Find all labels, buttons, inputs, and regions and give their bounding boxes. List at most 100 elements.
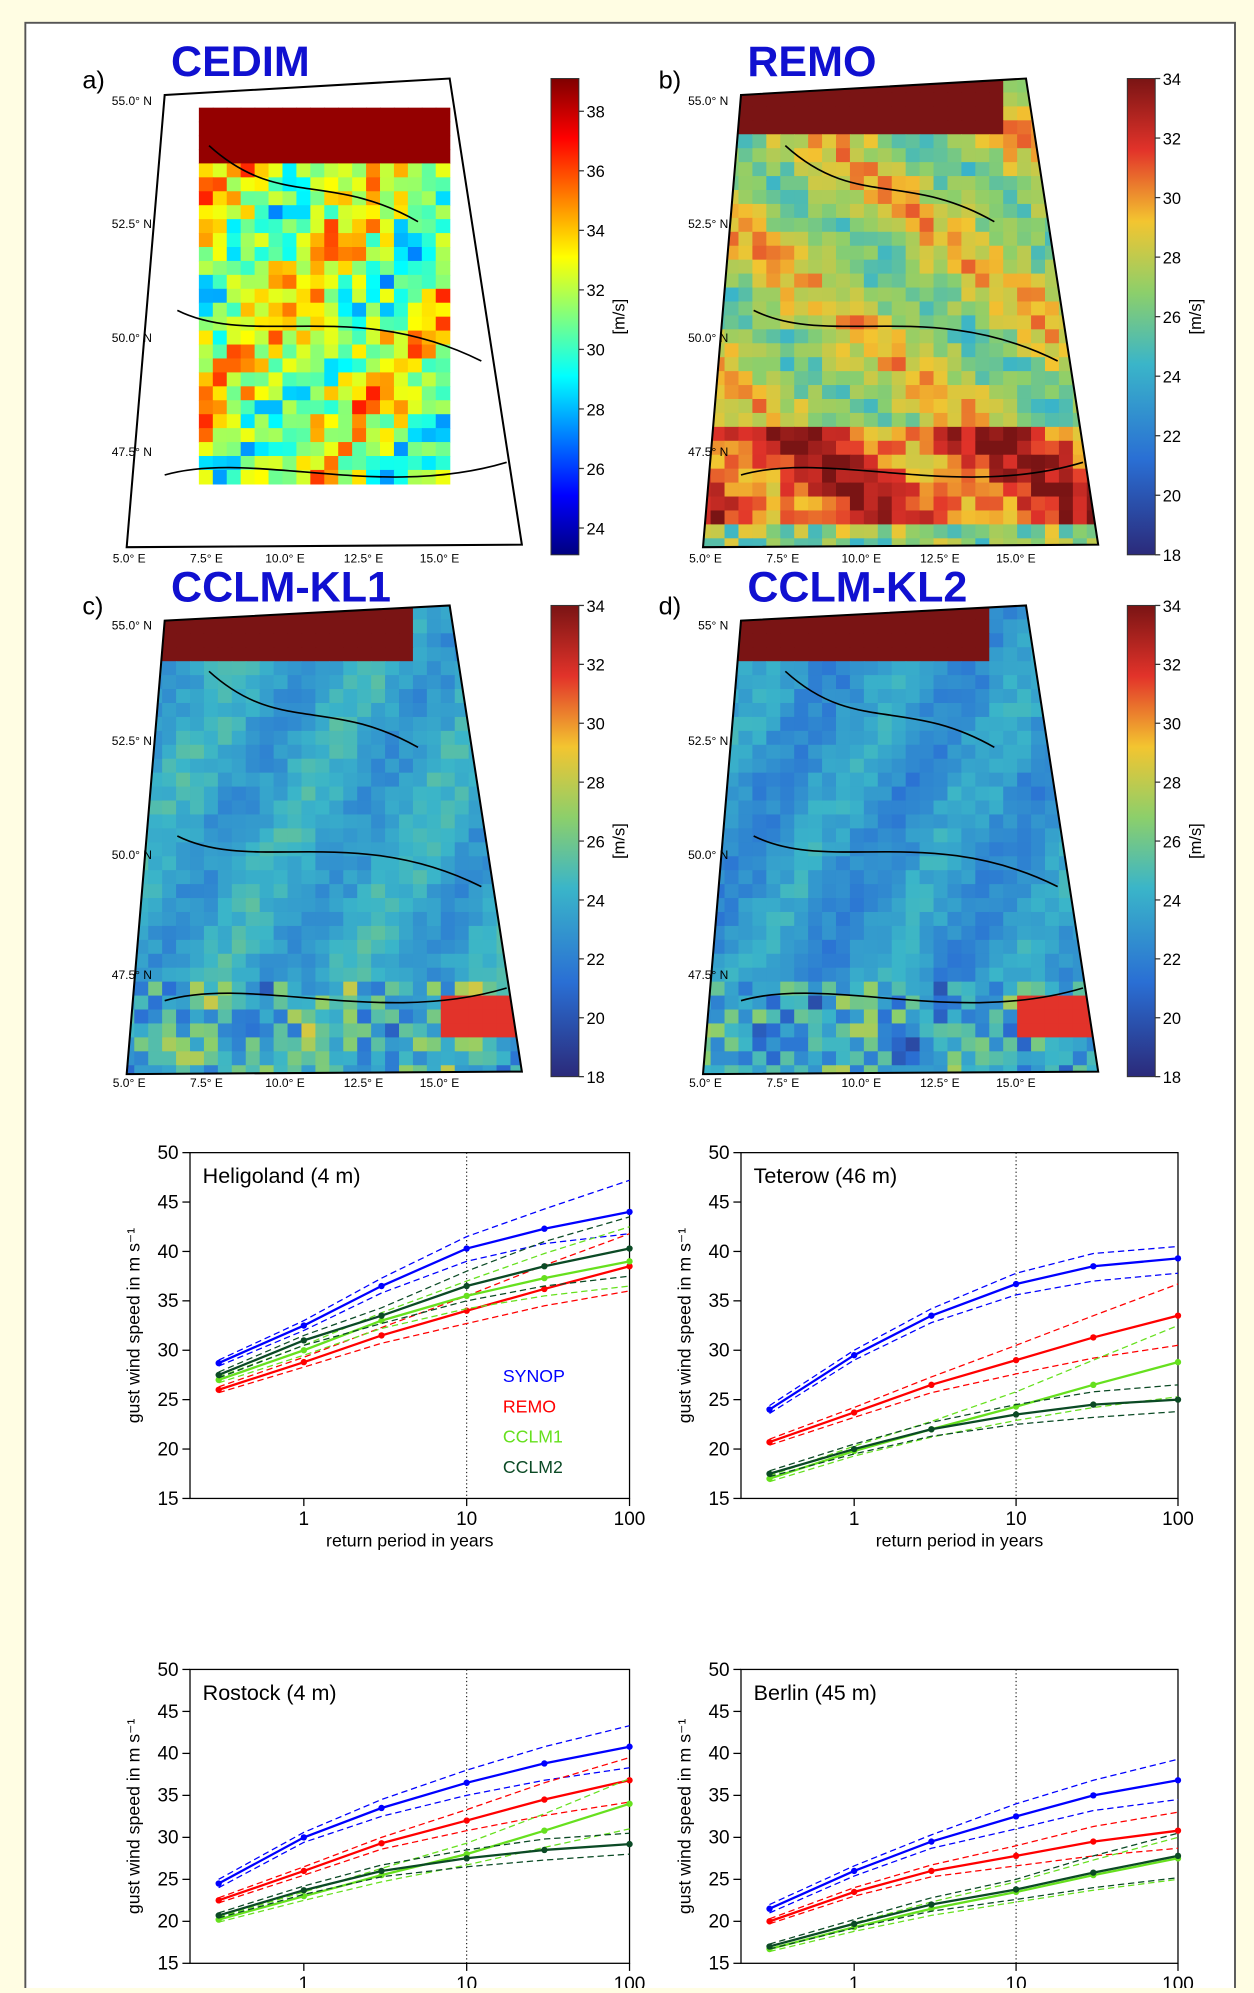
map-cell	[1003, 787, 1018, 802]
map-cell	[380, 428, 395, 443]
map-cell	[176, 675, 191, 690]
map-cell	[408, 358, 423, 373]
map-cell	[469, 828, 484, 843]
map-cell	[808, 773, 823, 788]
colorbar-tick-label: 26	[1163, 309, 1181, 327]
map-cell	[989, 274, 1004, 289]
map-cell	[274, 968, 289, 983]
map-cell	[920, 731, 935, 746]
map-cell	[269, 275, 284, 290]
map-cell	[864, 329, 879, 344]
map-cell	[310, 358, 325, 373]
map-cell	[752, 427, 767, 442]
map-cell	[1003, 274, 1018, 289]
legend-entry: SYNOP	[503, 1366, 565, 1386]
map-cell	[934, 954, 949, 969]
map-cell	[975, 134, 990, 149]
map-cell	[366, 108, 381, 123]
map-cell	[1059, 427, 1074, 442]
map-cell	[975, 717, 990, 732]
map-cell	[850, 647, 865, 662]
map-cell	[780, 842, 795, 857]
map-cell	[822, 148, 837, 163]
map-cell	[892, 717, 907, 732]
map-cell	[246, 619, 261, 634]
map-cell	[469, 940, 484, 955]
map-cell	[366, 358, 381, 373]
plot-area	[190, 1669, 630, 1963]
colorbar-label: [m/s]	[610, 299, 628, 335]
map-cell	[725, 1023, 740, 1038]
map-cell	[780, 787, 795, 802]
map-cell	[310, 317, 325, 332]
map-cell	[246, 884, 261, 899]
map-cell	[975, 982, 990, 997]
x-tick-label: 1	[299, 1974, 310, 1988]
map-cell	[934, 1023, 949, 1038]
map-cell	[934, 675, 949, 690]
map-cell	[975, 148, 990, 163]
y-tick-label: 20	[157, 1439, 178, 1460]
colorbar-tick-label: 34	[586, 598, 604, 616]
map-cell	[329, 1051, 344, 1066]
map-cell	[380, 442, 395, 457]
map-cell	[850, 1023, 865, 1038]
map-cell	[906, 427, 921, 442]
map-cell	[989, 357, 1004, 372]
map-cell	[422, 400, 437, 415]
map-cell	[878, 399, 893, 414]
map-cell	[961, 315, 976, 330]
map-cell	[315, 856, 330, 871]
map-cell	[738, 828, 753, 843]
map-cell	[780, 510, 795, 525]
map-cell	[906, 134, 921, 149]
map-cell	[906, 828, 921, 843]
map-cell	[246, 675, 261, 690]
map-cell	[255, 372, 270, 387]
map-cell	[483, 940, 498, 955]
map-cell	[947, 176, 962, 191]
map-cell	[301, 1023, 316, 1038]
map-cell	[427, 940, 442, 955]
map-cell	[766, 884, 781, 899]
map-cell	[204, 619, 219, 634]
map-cell	[947, 912, 962, 927]
map-cell	[274, 940, 289, 955]
map-cell	[766, 148, 781, 163]
map-cell	[427, 731, 442, 746]
map-cell	[808, 469, 823, 484]
data-point	[851, 1868, 857, 1874]
map-cell	[282, 163, 297, 178]
map-cell	[282, 428, 297, 443]
map-cell	[1003, 260, 1018, 275]
data-point	[1175, 1359, 1181, 1365]
map-cell	[324, 233, 339, 248]
map-cell	[227, 386, 242, 401]
map-cell	[752, 633, 767, 648]
map-cell	[836, 92, 851, 107]
map-cell	[255, 400, 270, 415]
map-cell	[892, 940, 907, 955]
map-cell	[371, 689, 386, 704]
panel-label: b)	[659, 67, 682, 95]
map-cell	[752, 661, 767, 676]
map-cell	[343, 689, 358, 704]
map-cell	[413, 787, 428, 802]
x-tick-label: 10	[456, 1509, 477, 1530]
map-cell	[288, 926, 303, 941]
map-cell	[366, 233, 381, 248]
map-cell	[1045, 497, 1060, 512]
map-cell	[892, 968, 907, 983]
map-cell	[1003, 801, 1018, 816]
map-cell	[269, 108, 284, 123]
data-point	[216, 1897, 222, 1903]
map-cell	[1031, 427, 1046, 442]
map-cell	[385, 814, 400, 829]
map-cell	[934, 148, 949, 163]
map-cell	[808, 399, 823, 414]
map-cell	[162, 731, 177, 746]
map-cell	[850, 870, 865, 885]
map-cell	[422, 442, 437, 457]
map-cell	[864, 661, 879, 676]
